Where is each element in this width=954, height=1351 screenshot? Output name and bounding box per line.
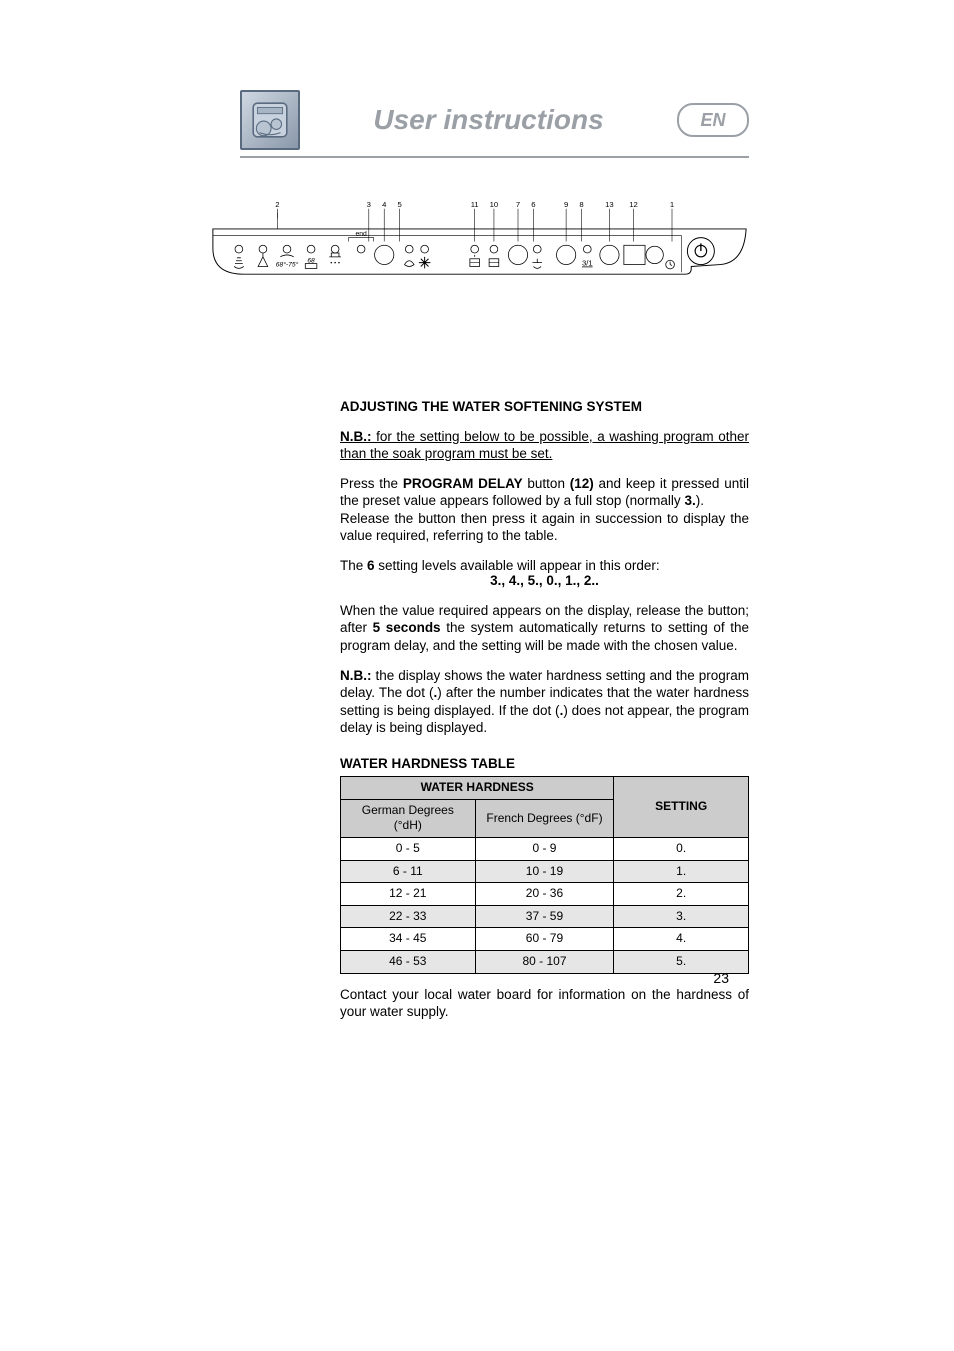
callout-12: 12: [629, 200, 638, 209]
tap-icon: [532, 259, 542, 269]
callout-13: 13: [605, 200, 614, 209]
table-row: 12 - 2120 - 362.: [341, 883, 749, 906]
p3b: setting levels available will appear in …: [375, 558, 660, 573]
p2b: button: [523, 476, 570, 491]
snowflake-icon: [419, 257, 431, 269]
three-one-icon: 3/1: [582, 259, 593, 268]
table-title: WATER HARDNESS TABLE: [340, 755, 749, 773]
basket-bottom-icon: [489, 259, 499, 267]
callout-group: 2 3 4 5 11 10 7 6 9 8 13 12 1: [275, 200, 674, 242]
svg-text:68°-75°: 68°-75°: [276, 260, 299, 268]
p3-bold: 6: [367, 558, 375, 573]
header-rule: [240, 156, 749, 158]
callout-11: 11: [471, 200, 479, 209]
footer-note: Contact your local water board for infor…: [340, 986, 749, 1021]
button-round-2: [508, 245, 527, 264]
rinse-aid-icon: [258, 253, 268, 266]
table-row: 34 - 4560 - 794.: [341, 928, 749, 951]
control-panel-diagram: 2 3 4 5 11 10 7 6 9 8 13 12 1: [210, 188, 749, 318]
callout-10: 10: [490, 200, 499, 209]
callout-8: 8: [579, 200, 583, 209]
page-number: 23: [713, 970, 729, 986]
button-round-1: [375, 245, 394, 264]
callout-7: 7: [516, 200, 520, 209]
end-label: end: [349, 231, 374, 253]
water-hardness-table: WATER HARDNESS SETTING German Degrees (°…: [340, 776, 749, 973]
callout-1: 1: [670, 200, 674, 209]
callout-2: 2: [275, 200, 279, 209]
p2d: ).: [696, 493, 704, 508]
sequence: 3., 4., 5., 0., 1., 2..: [340, 572, 749, 590]
p2a: Press the: [340, 476, 403, 491]
svg-text:end: end: [356, 231, 367, 238]
table-row: 46 - 5380 - 1075.: [341, 951, 749, 974]
callout-5: 5: [397, 200, 401, 209]
eco-icon: [404, 261, 414, 267]
button-round-4: [600, 245, 619, 264]
basket-top-icon: [470, 255, 480, 267]
lang-badge: EN: [677, 103, 749, 137]
dishwasher-icon: [249, 99, 291, 141]
callout-3: 3: [367, 200, 371, 209]
nb1-label: N.B.:: [340, 429, 372, 444]
button-delay: [646, 246, 663, 263]
svg-text:3/1: 3/1: [582, 259, 593, 268]
table-col-df: French Degrees (°dF): [475, 799, 614, 837]
callout-9: 9: [564, 200, 568, 209]
nb2-label: N.B.:: [340, 668, 372, 683]
p2-bold1: PROGRAM DELAY: [403, 476, 523, 491]
power-icon: [695, 243, 707, 256]
table-col-dh: German Degrees (°dH): [341, 799, 476, 837]
p2-bold2: (12): [570, 476, 594, 491]
logo-box: [240, 90, 300, 150]
p2-bold3: 3.: [684, 493, 695, 508]
page-title: User instructions: [373, 104, 603, 135]
nb1-text: for the setting below to be possible, a …: [340, 429, 749, 462]
table-row: 6 - 1110 - 191.: [341, 860, 749, 883]
callout-6: 6: [531, 200, 535, 209]
display-window: [624, 245, 645, 264]
table-row: 0 - 50 - 90.: [341, 838, 749, 861]
button-round-3: [557, 245, 576, 264]
table-col-setting: SETTING: [614, 777, 749, 838]
p3a: The: [340, 558, 367, 573]
section-heading: ADJUSTING THE WATER SOFTENING SYSTEM: [340, 398, 749, 416]
salt-icon: [234, 258, 244, 269]
p2e: Release the button then press it again i…: [340, 511, 749, 544]
table-row: 22 - 3337 - 593.: [341, 905, 749, 928]
table-group-header: WATER HARDNESS: [341, 777, 614, 800]
p4-bold: 5 seconds: [373, 620, 441, 635]
pot-icon: 68: [305, 258, 317, 269]
left-led-cluster: 68°-75° 68: [234, 245, 341, 268]
callout-4: 4: [382, 200, 387, 209]
pot-68-icon: 68°-75°: [276, 255, 299, 269]
clock-icon: [666, 260, 675, 269]
shower-icon: [329, 253, 341, 263]
